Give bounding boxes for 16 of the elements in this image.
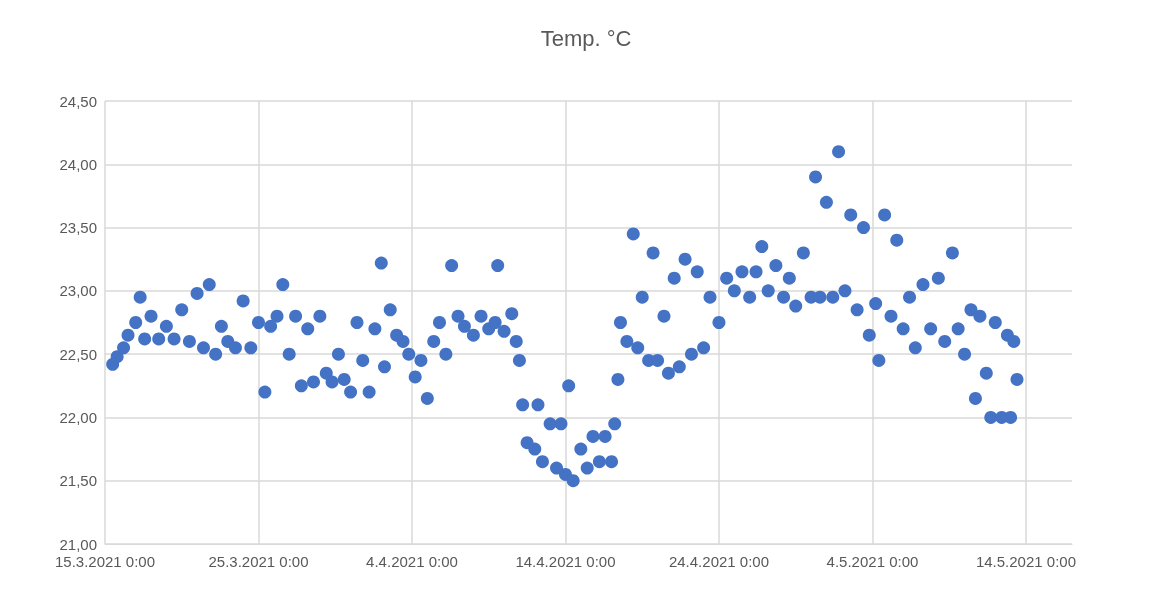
x-tick-label: 25.3.2021 0:00	[208, 553, 309, 570]
y-tick-label: 24,00	[59, 155, 97, 173]
x-tick-label: 14.5.2021 0:00	[975, 553, 1076, 570]
x-tick-label: 4.4.2021 0:00	[366, 553, 458, 570]
x-tick-label: 14.4.2021 0:00	[515, 553, 616, 570]
y-tick-label: 23,00	[59, 282, 97, 300]
y-tick-label: 23,50	[59, 219, 97, 237]
x-tick-label: 15.3.2021 0:00	[54, 553, 156, 570]
y-tick-label: 22,50	[59, 345, 97, 363]
x-tick-label: 4.5.2021 0:00	[826, 553, 919, 570]
chart-title: Temp. °C	[540, 25, 632, 51]
y-tick-label: 22,00	[59, 408, 97, 426]
y-tick-label: 24,50	[59, 92, 97, 110]
x-tick-label: 24.4.2021 0:00	[668, 553, 770, 570]
y-tick-label: 21,50	[59, 472, 97, 490]
y-tick-label: 21,00	[59, 535, 97, 553]
